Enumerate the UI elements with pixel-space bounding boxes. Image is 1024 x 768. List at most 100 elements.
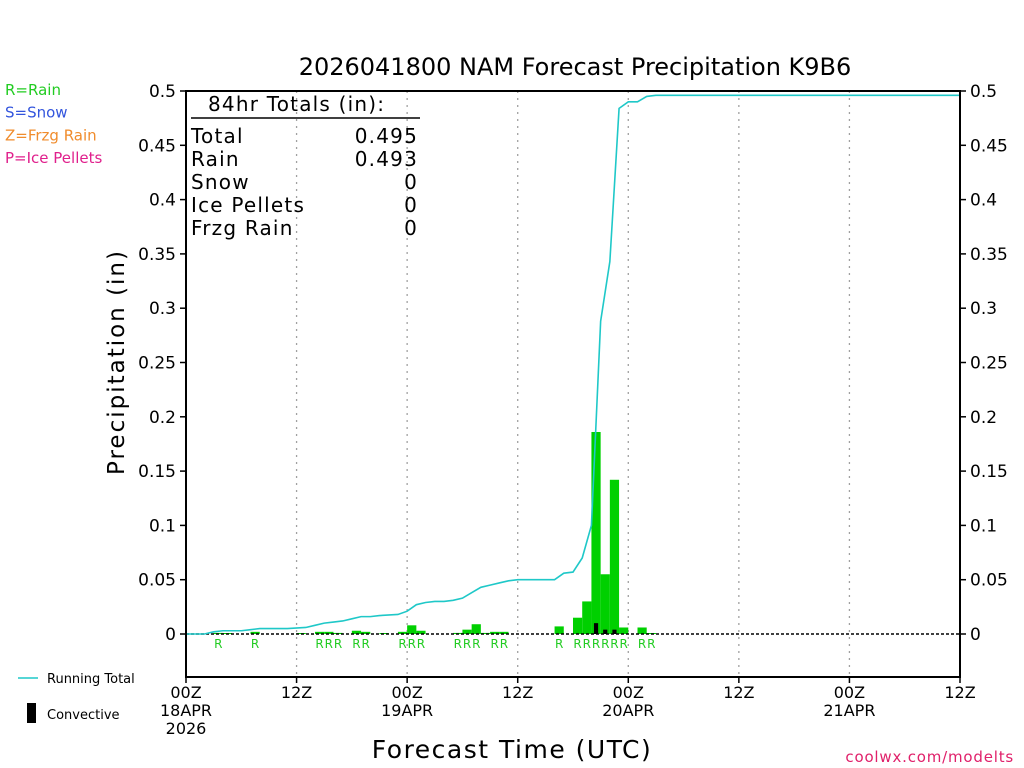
ptype-letter: R — [573, 637, 581, 651]
totals-box: 84hr Totals (in): Total 0.495 Rain 0.493 Sno… — [190, 92, 420, 240]
legend-bar-swatch — [27, 703, 36, 723]
x-tick-label: 12Z — [502, 683, 533, 702]
ptype-letter: R — [555, 637, 563, 651]
convective-bar — [612, 629, 617, 634]
totals-row-label: Total — [190, 124, 244, 148]
ptype-letter: R — [408, 637, 416, 651]
y-tick-label-right: 0.25 — [970, 354, 1008, 374]
totals-heading: 84hr Totals (in): — [208, 92, 385, 116]
chart-title: 2026041800 NAM Forecast Precipitation K9… — [299, 53, 852, 81]
y-tick-label-left: 0.4 — [149, 191, 176, 211]
precip-bar — [351, 630, 362, 634]
x-tick-label: 20APR — [602, 701, 654, 720]
precip-bar — [480, 632, 491, 634]
y-tick-label-left: 0.2 — [149, 408, 176, 428]
ptype-letter: R — [454, 637, 462, 651]
series-legend-label: Running Total — [47, 672, 135, 687]
y-tick-label-left: 0.35 — [138, 245, 176, 265]
y-axis-left: 0 0.05 0.1 0.15 0.2 0.25 0.3 0.35 0.4 0.45 0.5 — [138, 82, 186, 645]
y-tick-label-right: 0.45 — [970, 136, 1008, 156]
precip-type-legend-item: S=Snow — [5, 104, 68, 122]
precip-bar — [462, 629, 472, 634]
precip-bar — [619, 627, 629, 634]
y-tick-label-right: 0.1 — [970, 516, 997, 536]
ptype-letter: R — [362, 637, 370, 651]
ptype-letter: R — [398, 637, 406, 651]
credit-text: coolwx.com/modelts — [845, 748, 1014, 766]
ptype-letter: R — [620, 637, 628, 651]
ptype-letter: R — [638, 637, 646, 651]
precip-bar — [591, 432, 601, 634]
y-tick-label-right: 0.15 — [970, 462, 1008, 482]
precip-bar — [324, 631, 334, 634]
y-tick-label-left: 0.25 — [138, 354, 176, 374]
ptype-letter: R — [334, 637, 342, 651]
ptype-letter: R — [315, 637, 323, 651]
ptype-letter: R — [491, 637, 499, 651]
precip-bar — [499, 631, 509, 634]
totals-row-label: Snow — [191, 170, 250, 194]
x-tick-label: 12Z — [944, 683, 975, 702]
precip-bar — [416, 630, 426, 634]
y-axis-label: Precipitation (in) — [104, 249, 130, 475]
precip-bar — [397, 631, 408, 634]
x-tick-label: 00Z — [391, 683, 422, 702]
ptype-letter: R — [610, 637, 618, 651]
y-tick-label-right: 0.2 — [970, 408, 997, 428]
ptype-letter: R — [647, 637, 655, 651]
precip-bar — [361, 631, 371, 634]
ptype-letter: R — [583, 637, 591, 651]
x-tick-label: 2026 — [166, 719, 207, 738]
ptype-letter: R — [463, 637, 471, 651]
series-legend: Running Total Convective — [18, 672, 135, 723]
precip-bar — [471, 624, 481, 634]
x-tick-label: 00Z — [834, 683, 865, 702]
ptype-letter: R — [251, 637, 259, 651]
y-tick-label-left: 0.1 — [149, 516, 176, 536]
y-tick-label-left: 0.05 — [138, 571, 176, 591]
ptype-letter: R — [601, 637, 609, 651]
precip-bar — [573, 617, 583, 634]
precip-bar — [490, 631, 500, 634]
series-legend-label: Convective — [47, 708, 120, 723]
totals-row-label: Frzg Rain — [191, 216, 294, 240]
x-tick-label: 21APR — [823, 701, 875, 720]
x-tick-label: 18APR — [160, 701, 212, 720]
ptype-letter: R — [500, 637, 508, 651]
totals-row-label: Rain — [191, 147, 240, 171]
ptype-letter: R — [325, 637, 333, 651]
precip-bar — [315, 631, 325, 634]
totals-row-label: Ice Pellets — [191, 193, 305, 217]
precip-bar — [407, 625, 417, 634]
convective-bar — [603, 629, 608, 634]
y-tick-label-right: 0.5 — [970, 82, 997, 102]
precip-bar — [582, 601, 592, 634]
precip-type-legend-item: P=Ice Pellets — [5, 149, 102, 167]
x-tick-label: 00Z — [170, 683, 201, 702]
y-tick-label-left: 0.15 — [138, 462, 176, 482]
x-tick-label: 12Z — [281, 683, 312, 702]
y-tick-label-right: 0.3 — [970, 299, 997, 319]
y-tick-label-right: 0.05 — [970, 571, 1008, 591]
precip-type-legend-item: Z=Frzg Rain — [5, 126, 97, 144]
precip-bar — [250, 631, 260, 634]
ptype-letter: R — [472, 637, 480, 651]
totals-row-value: 0 — [404, 193, 418, 217]
y-tick-label-right: 0.35 — [970, 245, 1008, 265]
y-tick-label-right: 0.4 — [970, 191, 997, 211]
ptype-letter: R — [214, 637, 222, 651]
precip-type-legend-item: R=Rain — [5, 81, 61, 99]
precip-bar — [554, 626, 564, 634]
x-tick-label: 19APR — [381, 701, 433, 720]
precip-bar — [637, 627, 647, 634]
running-total-line — [186, 94, 960, 635]
y-tick-label-left: 0.5 — [149, 82, 176, 102]
totals-row-value: 0.493 — [355, 147, 418, 171]
plot-frame — [185, 90, 961, 678]
ptype-letter: R — [592, 637, 600, 651]
x-tick-label: 00Z — [613, 683, 644, 702]
x-axis-label: Forecast Time (UTC) — [372, 735, 652, 764]
